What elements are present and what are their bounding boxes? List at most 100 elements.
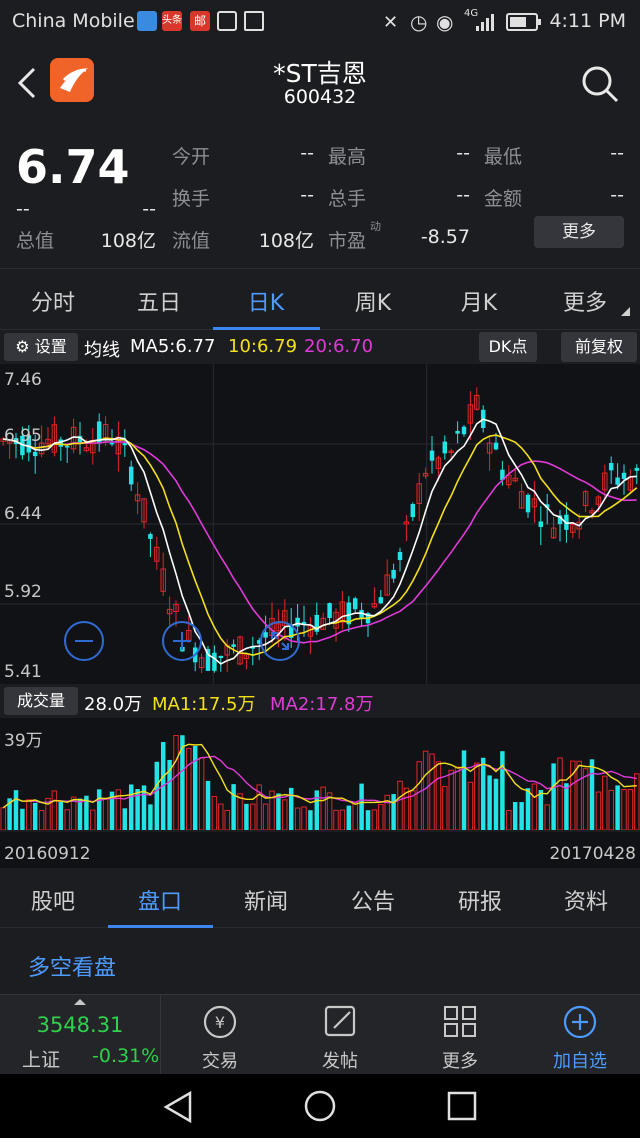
volume-bar (512, 802, 518, 830)
stock-name: *ST吉恩 (273, 59, 367, 88)
candle-body (263, 632, 268, 638)
volume-bar (346, 805, 352, 830)
tab-daily-k[interactable]: 日K (247, 291, 285, 316)
volume-bar (339, 809, 346, 831)
nav-back-icon[interactable] (160, 1090, 196, 1124)
settings-button[interactable]: ⚙ 设置 (4, 333, 78, 361)
tab-announcements[interactable]: 公告 (350, 890, 395, 915)
volume-bar (218, 803, 224, 831)
toolbar-divider (160, 995, 161, 1075)
volume-bar (109, 791, 115, 830)
candle-body (122, 442, 128, 446)
volume-bar (320, 786, 326, 831)
settings-label: 设置 (34, 337, 67, 356)
index-value[interactable]: 3548.31 (36, 1013, 124, 1037)
volume-bar (397, 780, 403, 831)
candle-body (6, 440, 13, 444)
volume-bar (7, 798, 12, 830)
volume-chart[interactable]: 39万 (0, 718, 640, 831)
kline-chart[interactable]: 7.46 6.95 6.44 5.92 5.41 (0, 364, 640, 684)
tab-profile[interactable]: 资料 (563, 890, 608, 915)
volume-axis-label: 39万 (4, 731, 43, 751)
section-title[interactable]: 多空看盘 (28, 956, 117, 981)
nav-home-icon[interactable] (302, 1088, 338, 1124)
candle-body (256, 640, 262, 644)
volume-bar (602, 775, 608, 831)
candle-body (198, 657, 205, 669)
volume-bar (148, 804, 153, 830)
tab-research[interactable]: 研报 (457, 890, 502, 915)
candle-body (455, 430, 460, 434)
quote-value-turnover: -- (300, 184, 314, 206)
quote-value-amount: -- (610, 184, 624, 206)
volume-bar (282, 799, 288, 831)
nav-recent-icon[interactable] (446, 1090, 478, 1122)
candle-body (141, 498, 147, 523)
candle-body (295, 617, 300, 627)
volume-bar (506, 810, 512, 831)
volume-bars (0, 735, 640, 831)
volume-bar (70, 796, 77, 831)
app-logo (50, 58, 94, 102)
more-label: 更多 (442, 1051, 478, 1072)
zoom-out-icon[interactable] (63, 620, 105, 662)
candle-body (557, 515, 563, 525)
index-expand-icon[interactable] (74, 999, 86, 1005)
y-tick-2: 6.95 (4, 426, 42, 446)
more-button[interactable]: 更多 (410, 1003, 510, 1072)
zoom-in-icon[interactable] (161, 620, 203, 662)
candle-body (544, 504, 550, 508)
candle-body (250, 646, 256, 649)
candle-body (416, 483, 422, 505)
tab-five-day[interactable]: 五日 (136, 291, 181, 316)
post-button[interactable]: 发帖 (290, 1003, 390, 1072)
trade-button[interactable]: ¥ 交易 (170, 1003, 270, 1072)
ma20-value: 20:6.70 (304, 336, 374, 357)
candle-body (512, 477, 518, 482)
quote-value-pe: -8.57 (420, 226, 470, 248)
quote-value-low: -- (610, 142, 624, 164)
fullscreen-icon[interactable] (259, 620, 301, 662)
quote-label-market-cap: 总值 (16, 230, 55, 252)
vol-ma2-value: MA2:17.8万 (270, 694, 374, 715)
candle-body (378, 597, 384, 604)
tab-more[interactable]: 更多 (562, 291, 607, 316)
tab-order-book[interactable]: 盘口 (137, 890, 182, 915)
add-watchlist-button[interactable]: 加自选 (530, 1003, 630, 1072)
tab-intraday[interactable]: 分时 (30, 291, 75, 316)
candle-body (218, 655, 224, 658)
volume-bar (102, 798, 109, 831)
battery-icon (506, 13, 541, 31)
candle-body (58, 439, 64, 447)
candle-body (621, 472, 627, 479)
vol-ma2-line (2, 755, 637, 809)
dk-point-button[interactable]: DK点 (479, 332, 537, 362)
forward-adjust-button[interactable]: 前复权 (561, 332, 637, 362)
tab-more-dropdown-icon (621, 307, 630, 316)
tab-monthly-k[interactable]: 月K (460, 291, 498, 316)
tab-forum[interactable]: 股吧 (30, 890, 75, 915)
quote-value-float-cap: 108亿 (258, 230, 314, 252)
volume-bar (250, 803, 256, 831)
post-label: 发帖 (322, 1051, 358, 1072)
volume-bar (621, 789, 627, 831)
volume-bar (416, 761, 422, 831)
back-icon[interactable] (14, 66, 40, 100)
volume-bar (77, 798, 83, 830)
volume-title-button[interactable]: 成交量 (4, 687, 78, 715)
clock: 4:11 PM (549, 10, 626, 32)
volume-bar (154, 761, 160, 830)
ma5-value: MA5:6.77 (130, 336, 216, 357)
quote-label-turnover: 换手 (172, 188, 211, 210)
status-bar: China Mobile 头条 邮 ✕ ◷ ◉ 4G 4:11 PM (0, 0, 640, 42)
search-icon[interactable] (580, 64, 620, 104)
quote-label-open: 今开 (172, 146, 211, 168)
volume-bar (294, 807, 301, 831)
volume-bar (352, 802, 358, 831)
tab-news[interactable]: 新闻 (243, 890, 288, 915)
candle-body (467, 404, 474, 424)
more-quote-button[interactable]: 更多 (534, 216, 624, 248)
quote-label-low: 最低 (484, 146, 523, 168)
quote-value-high: -- (456, 142, 470, 164)
tab-weekly-k[interactable]: 周K (354, 291, 392, 316)
